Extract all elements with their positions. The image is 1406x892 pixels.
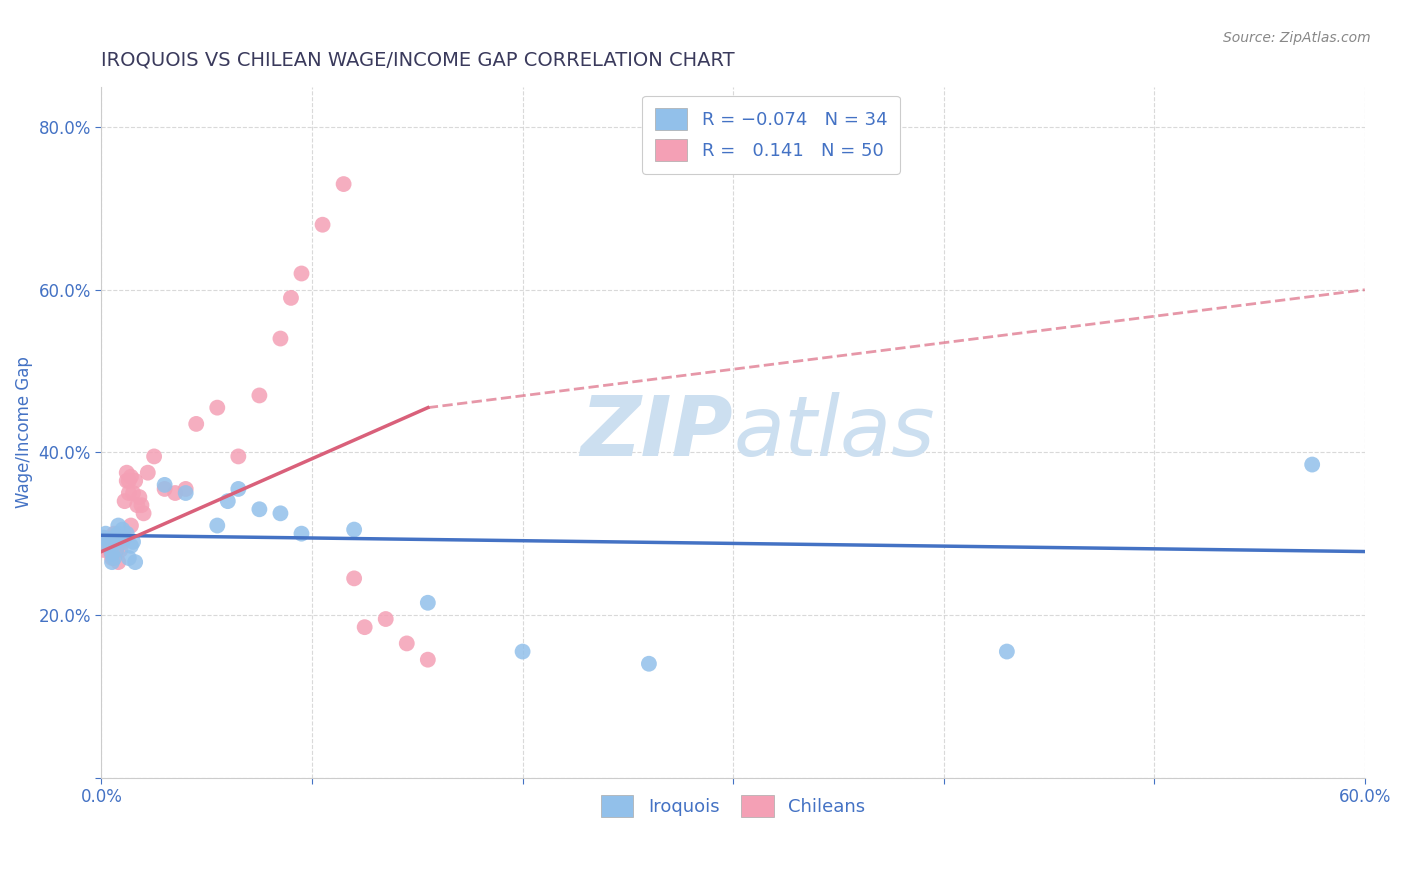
Point — [107, 555, 129, 569]
Point — [153, 482, 176, 496]
Point — [332, 177, 354, 191]
Point — [103, 551, 125, 566]
Point — [103, 539, 125, 553]
Point — [374, 612, 396, 626]
Point — [110, 543, 132, 558]
Point — [98, 543, 121, 558]
Point — [290, 526, 312, 541]
Point — [290, 267, 312, 281]
Point — [1301, 458, 1323, 472]
Point — [115, 526, 138, 541]
Point — [118, 486, 141, 500]
Point — [416, 596, 439, 610]
Point — [114, 494, 136, 508]
Point — [110, 531, 132, 545]
Point — [512, 644, 534, 658]
Point — [118, 474, 141, 488]
Point — [174, 482, 197, 496]
Text: ZIP: ZIP — [581, 392, 733, 473]
Point — [143, 450, 166, 464]
Point — [127, 498, 149, 512]
Point — [118, 551, 141, 566]
Point — [174, 486, 197, 500]
Point — [115, 466, 138, 480]
Point — [247, 388, 270, 402]
Point — [93, 531, 115, 545]
Point — [416, 653, 439, 667]
Point — [128, 490, 150, 504]
Point — [343, 523, 366, 537]
Point — [153, 478, 176, 492]
Point — [93, 531, 115, 545]
Text: IROQUOIS VS CHILEAN WAGE/INCOME GAP CORRELATION CHART: IROQUOIS VS CHILEAN WAGE/INCOME GAP CORR… — [101, 51, 735, 70]
Point — [107, 526, 129, 541]
Point — [101, 555, 124, 569]
Point — [280, 291, 302, 305]
Point — [98, 531, 121, 545]
Point — [343, 571, 366, 585]
Point — [247, 502, 270, 516]
Point — [136, 466, 159, 480]
Point — [93, 543, 115, 558]
Point — [97, 539, 120, 553]
Point — [207, 518, 229, 533]
Point — [120, 518, 142, 533]
Point — [186, 417, 208, 431]
Y-axis label: Wage/Income Gap: Wage/Income Gap — [15, 356, 32, 508]
Point — [107, 518, 129, 533]
Point — [353, 620, 375, 634]
Point — [395, 636, 418, 650]
Point — [101, 551, 124, 566]
Point — [94, 526, 117, 541]
Point — [217, 494, 239, 508]
Point — [122, 486, 145, 500]
Legend: Iroquois, Chileans: Iroquois, Chileans — [593, 788, 873, 824]
Point — [131, 498, 153, 512]
Point — [98, 536, 121, 550]
Point — [114, 531, 136, 545]
Point — [122, 534, 145, 549]
Point — [107, 531, 129, 545]
Text: Source: ZipAtlas.com: Source: ZipAtlas.com — [1223, 31, 1371, 45]
Point — [97, 539, 120, 553]
Point — [111, 534, 134, 549]
Point — [101, 547, 124, 561]
Point — [111, 531, 134, 545]
Point — [111, 523, 134, 537]
Text: atlas: atlas — [733, 392, 935, 473]
Point — [995, 644, 1018, 658]
Point — [311, 218, 333, 232]
Point — [207, 401, 229, 415]
Point — [101, 531, 124, 545]
Point — [105, 543, 128, 558]
Point — [269, 332, 291, 346]
Point — [132, 506, 155, 520]
Point — [124, 474, 146, 488]
Point — [120, 539, 142, 553]
Point — [228, 450, 250, 464]
Point — [105, 543, 128, 558]
Point — [228, 482, 250, 496]
Point — [110, 534, 132, 549]
Point — [120, 469, 142, 483]
Point — [94, 534, 117, 549]
Point — [105, 534, 128, 549]
Point — [115, 474, 138, 488]
Point — [105, 531, 128, 545]
Point — [638, 657, 661, 671]
Point — [103, 531, 125, 545]
Point — [103, 526, 125, 541]
Point — [124, 555, 146, 569]
Point — [269, 506, 291, 520]
Point — [165, 486, 187, 500]
